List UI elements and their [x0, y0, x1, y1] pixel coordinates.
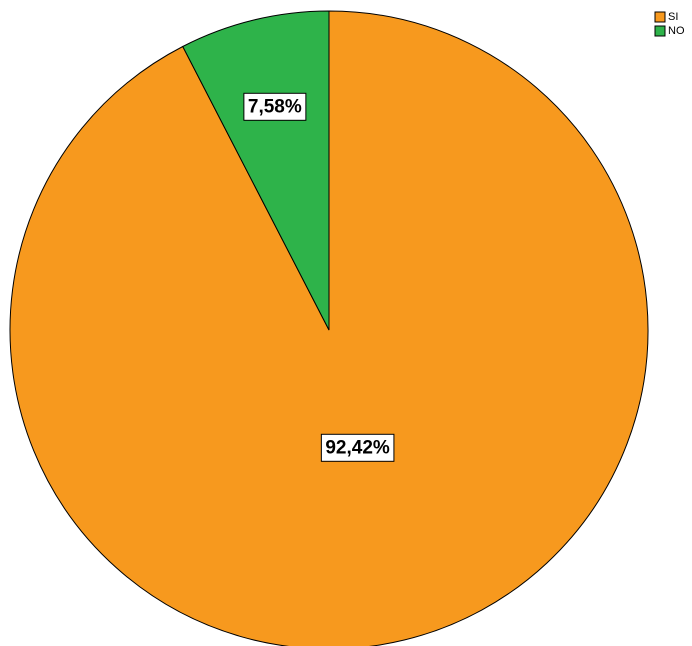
data-label-si: 92,42% — [320, 433, 395, 462]
legend-swatch — [654, 25, 666, 37]
data-label-text: 7,58% — [248, 96, 302, 117]
legend-label: SI — [668, 11, 678, 23]
pie-slice-no — [182, 10, 330, 331]
legend-entry-no: NO — [654, 25, 685, 37]
chart-legend: SI NO — [654, 11, 685, 37]
data-labels: 92,42% 7,58% — [243, 92, 395, 462]
pie-slices — [9, 10, 649, 646]
data-label-text: 92,42% — [325, 437, 390, 458]
data-label-no: 7,58% — [243, 92, 307, 121]
legend-label: NO — [668, 25, 685, 37]
data-label-box — [320, 433, 395, 462]
legend-entry-si: SI — [654, 11, 678, 23]
legend-swatch — [654, 11, 666, 23]
data-label-box — [243, 92, 307, 121]
